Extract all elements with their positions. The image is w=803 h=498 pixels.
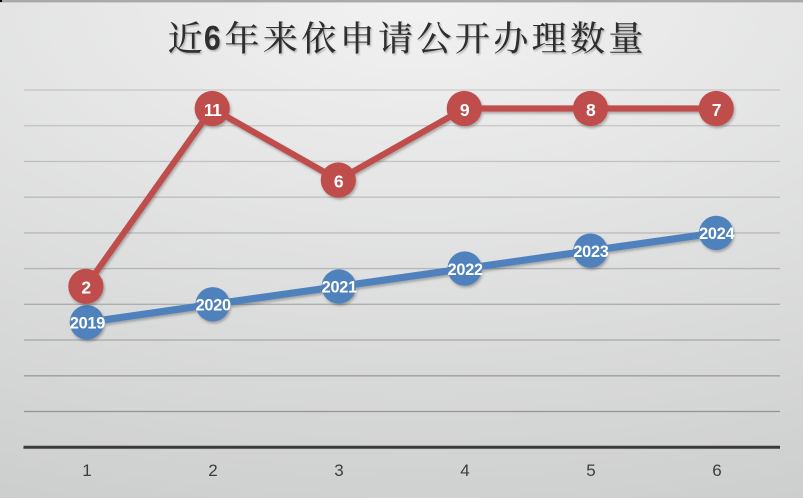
svg-text:2: 2 [81, 278, 91, 298]
svg-text:11: 11 [204, 100, 222, 120]
svg-text:2023: 2023 [573, 243, 608, 261]
svg-text:2021: 2021 [322, 279, 357, 297]
svg-text:7: 7 [712, 100, 722, 120]
svg-text:2: 2 [208, 461, 217, 480]
svg-text:5: 5 [586, 461, 595, 480]
svg-text:2022: 2022 [448, 261, 483, 279]
svg-text:8: 8 [586, 100, 596, 120]
svg-text:9: 9 [460, 100, 470, 120]
svg-text:6: 6 [334, 171, 344, 191]
svg-text:2024: 2024 [699, 225, 734, 243]
svg-text:6: 6 [712, 461, 721, 480]
svg-text:3: 3 [334, 461, 343, 480]
svg-text:2020: 2020 [196, 297, 231, 315]
svg-text:1: 1 [82, 461, 91, 480]
svg-text:2019: 2019 [70, 315, 105, 333]
svg-text:4: 4 [460, 461, 469, 480]
